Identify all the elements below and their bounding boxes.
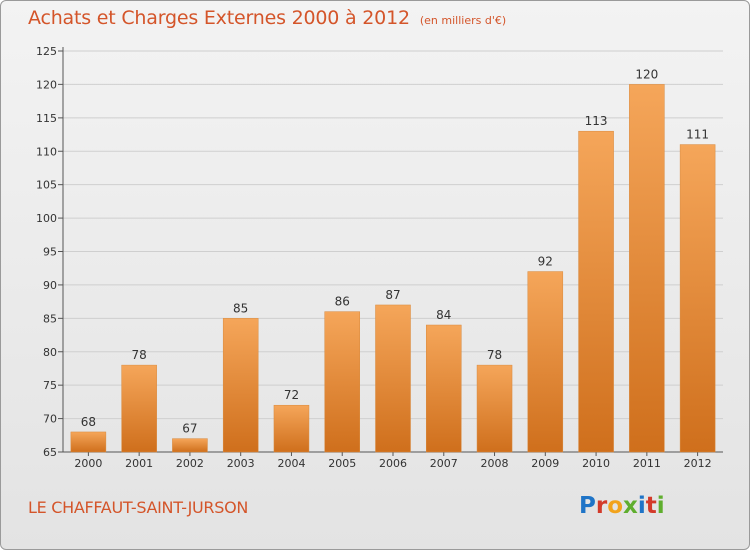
x-tick-label: 2001 (125, 457, 153, 470)
bar (375, 304, 411, 453)
logo-letter: r (595, 493, 608, 519)
bar (121, 364, 157, 453)
x-tick-label: 2004 (277, 457, 305, 470)
y-tick-label: 85 (43, 312, 57, 325)
data-label: 68 (81, 415, 96, 429)
y-tick-label: 125 (36, 45, 57, 58)
logo-letter: x (623, 493, 638, 519)
bar (172, 438, 208, 453)
x-tick-label: 2012 (684, 457, 712, 470)
x-tick-label: 2007 (430, 457, 458, 470)
y-tick-label: 105 (36, 179, 57, 192)
bar (273, 404, 310, 453)
x-tick-label: 2006 (379, 457, 407, 470)
y-tick-label: 75 (43, 379, 57, 392)
y-tick-label: 100 (36, 212, 57, 225)
x-tick-label: 2000 (74, 457, 102, 470)
x-tick-label: 2011 (633, 457, 661, 470)
title-row: Achats et Charges Externes 2000 à 2012 (e… (28, 7, 506, 29)
y-tick-label: 70 (43, 413, 57, 426)
bar (578, 130, 614, 453)
data-label: 72 (284, 388, 299, 402)
logo-letter: i (656, 493, 665, 519)
logo-letter: P (579, 493, 596, 519)
data-label: 78 (132, 348, 147, 362)
place-name: LE CHAFFAUT-SAINT-JURSON (28, 498, 249, 517)
data-labels: 68 78 67 85 72 86 87 84 78 92 113 120 111 (81, 67, 709, 435)
bar (527, 271, 564, 453)
data-label: 120 (635, 67, 658, 81)
data-label: 113 (585, 114, 608, 128)
y-tick-label: 90 (43, 279, 57, 292)
bar (70, 431, 107, 453)
y-tick-label: 115 (36, 112, 57, 125)
data-label: 92 (538, 255, 553, 269)
data-label: 84 (436, 308, 451, 322)
data-label: 86 (335, 295, 350, 309)
bar (476, 364, 513, 453)
logo-letter: i (637, 493, 646, 519)
y-tick-label: 110 (36, 145, 57, 158)
data-label: 67 (182, 422, 197, 436)
x-tick-label: 2003 (227, 457, 255, 470)
bar (629, 84, 665, 453)
bar (679, 144, 716, 453)
x-tick-label: 2008 (481, 457, 509, 470)
proxiti-logo[interactable]: Proxiti (579, 493, 665, 519)
logo-letter: t (645, 493, 657, 519)
y-tick-label: 120 (36, 78, 57, 91)
y-tick-label: 80 (43, 346, 57, 359)
chart-title: Achats et Charges Externes 2000 à 2012 (28, 7, 410, 29)
x-tick-label: 2002 (176, 457, 204, 470)
y-tick-label: 65 (43, 446, 57, 459)
bar (324, 311, 360, 453)
data-label: 111 (686, 128, 709, 142)
x-tick-label: 2009 (531, 457, 559, 470)
bar (426, 324, 462, 453)
bar (222, 318, 259, 453)
chart-subtitle: (en milliers d'€) (419, 14, 507, 27)
y-tick-label: 95 (43, 246, 57, 259)
logo-letter: o (607, 493, 624, 519)
data-label: 85 (233, 301, 248, 315)
bars (70, 84, 716, 453)
x-tick-label: 2010 (582, 457, 610, 470)
data-label: 87 (385, 288, 400, 302)
x-tick-label: 2005 (328, 457, 356, 470)
axes: 65 70 75 80 85 90 95 100 105 110 115 120 125 2000 2001… (36, 45, 723, 470)
data-label: 78 (487, 348, 502, 362)
